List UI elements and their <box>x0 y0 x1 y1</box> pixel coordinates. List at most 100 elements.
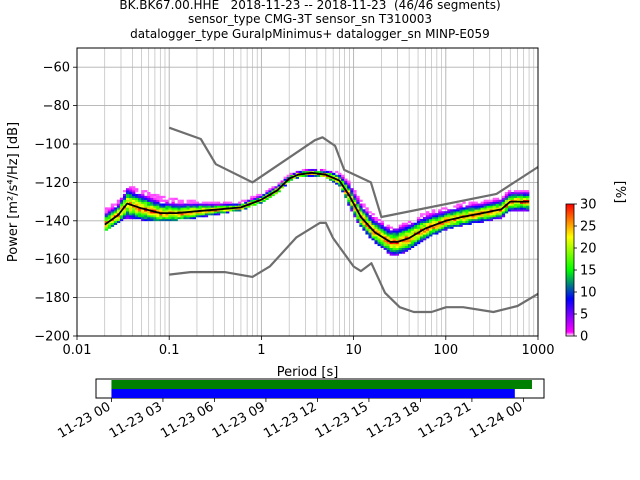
colorbar-tick-label: 5 <box>580 308 588 323</box>
density-cell <box>129 216 133 220</box>
density-cell <box>125 215 130 218</box>
density-cell <box>292 172 296 176</box>
density-cell <box>113 207 118 210</box>
density-cell <box>183 203 187 206</box>
density-cell <box>162 216 166 220</box>
density-cell <box>523 207 527 210</box>
density-cell <box>274 188 278 191</box>
density-cell <box>407 224 412 227</box>
density-cell <box>347 180 351 183</box>
density-cell <box>262 193 266 197</box>
density-cell <box>389 234 393 237</box>
density-cell <box>489 205 493 208</box>
density-cell <box>429 226 433 229</box>
density-cell <box>150 199 154 202</box>
density-cell <box>468 211 472 214</box>
density-cell <box>416 240 421 243</box>
density-cell <box>332 180 336 183</box>
density-cell <box>441 224 445 227</box>
density-cell <box>368 220 372 224</box>
density-cell <box>523 195 527 199</box>
density-cell <box>125 216 130 220</box>
density-cell <box>468 213 472 216</box>
density-cell <box>280 186 284 189</box>
density-cell <box>204 213 209 216</box>
density-cell <box>395 230 400 233</box>
density-cell <box>377 224 381 227</box>
density-cell <box>516 201 521 204</box>
density-cell <box>347 203 351 206</box>
density-cell <box>219 205 224 208</box>
density-cell <box>432 230 436 233</box>
density-cell <box>168 203 172 206</box>
density-cell <box>501 215 506 218</box>
density-cell <box>510 209 515 212</box>
density-cell <box>225 201 230 204</box>
density-cell <box>365 215 369 218</box>
density-cell <box>132 193 136 197</box>
density-cell <box>416 241 421 245</box>
density-cell <box>401 230 406 233</box>
density-cell <box>113 220 118 224</box>
density-cell <box>377 232 381 235</box>
density-cell <box>404 222 409 225</box>
density-cell <box>459 211 463 214</box>
density-cell <box>144 218 148 222</box>
density-cell <box>374 220 378 224</box>
density-cell <box>222 211 227 214</box>
density-cell <box>135 197 139 200</box>
density-cell <box>495 203 500 206</box>
density-cell <box>501 201 506 204</box>
density-cell <box>192 216 196 220</box>
density-cell <box>232 209 236 212</box>
density-cell <box>416 236 421 239</box>
density-cell <box>313 174 318 177</box>
density-cell <box>501 203 506 206</box>
density-cell <box>380 232 384 235</box>
density-cell <box>289 172 293 176</box>
density-cell <box>129 186 133 189</box>
density-cell <box>153 213 157 216</box>
density-cell <box>377 240 381 243</box>
density-cell <box>383 226 387 229</box>
density-cell <box>332 174 336 177</box>
density-cell <box>122 190 127 193</box>
density-cell <box>444 211 448 214</box>
density-cell <box>407 234 412 237</box>
colorbar-tick-label: 25 <box>580 220 597 235</box>
plot-frame <box>76 47 539 337</box>
density-cell <box>159 197 163 200</box>
density-cell <box>259 193 263 197</box>
density-cell <box>198 213 203 216</box>
density-cell <box>144 199 148 202</box>
density-cell <box>204 215 209 218</box>
density-cell <box>401 251 406 254</box>
density-cell <box>413 234 418 237</box>
density-cell <box>480 203 484 206</box>
density-cell <box>486 203 490 206</box>
density-cell <box>426 211 430 214</box>
density-cell <box>374 224 378 227</box>
density-cell <box>410 226 415 229</box>
density-cell <box>426 216 430 220</box>
density-cell <box>141 211 145 214</box>
density-cell <box>319 174 324 177</box>
density-cell <box>189 216 193 220</box>
density-cell <box>192 205 196 208</box>
density-cell <box>356 197 360 200</box>
density-cell <box>119 211 124 214</box>
colorbar-ticks: 0 5 10 15 20 25 30 <box>574 198 597 345</box>
density-cell <box>380 220 384 224</box>
density-cell <box>438 230 442 233</box>
density-cell <box>107 211 112 214</box>
density-cell <box>495 211 500 214</box>
density-cell <box>110 222 115 225</box>
density-cell <box>495 216 500 220</box>
density-cell <box>456 215 460 218</box>
density-cell <box>225 203 230 206</box>
density-cell <box>377 218 381 222</box>
density-cell <box>356 218 360 222</box>
density-cell <box>241 199 245 202</box>
density-cell <box>380 222 384 225</box>
